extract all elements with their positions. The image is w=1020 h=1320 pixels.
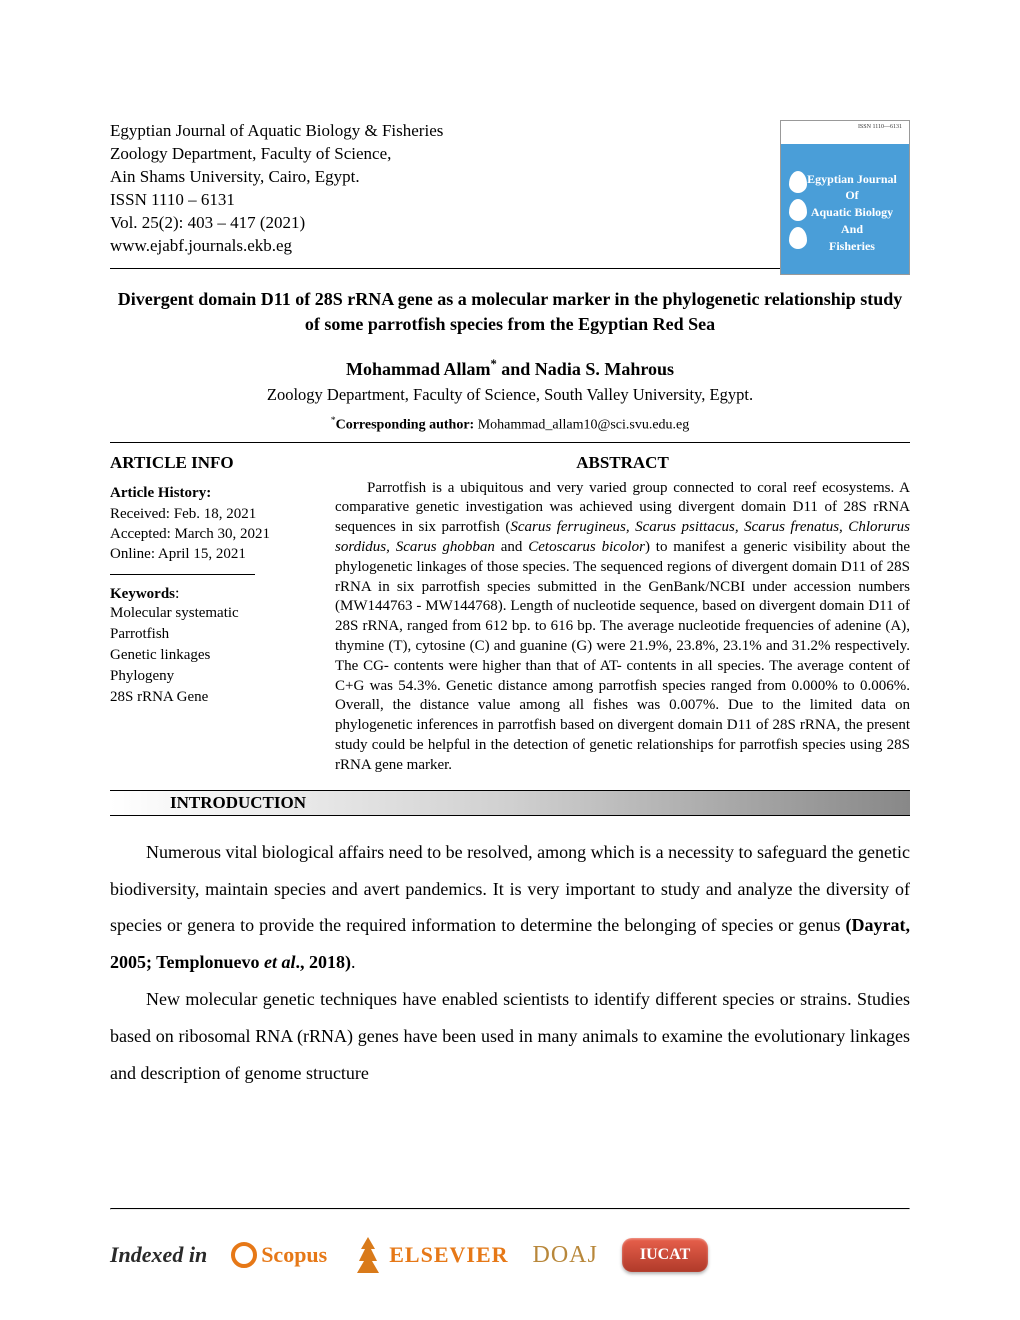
footer-rule [110, 1208, 910, 1210]
elsevier-badge: ELSEVIER [351, 1235, 508, 1275]
scopus-badge: Scopus [231, 1242, 327, 1268]
introduction-heading-bar: INTRODUCTION [110, 790, 910, 816]
keyword: Parrotfish [110, 624, 315, 645]
introduction-heading: INTRODUCTION [170, 793, 306, 812]
intro-paragraph-1: Numerous vital biological affairs need t… [110, 834, 910, 982]
authors: Mohammad Allam* and Nadia S. Mahrous [110, 357, 910, 380]
keyword: Phylogeny [110, 666, 315, 687]
info-divider [110, 574, 255, 575]
online-date: Online: April 15, 2021 [110, 544, 315, 564]
cover-issn: ISSN 1110—6131 [855, 123, 905, 131]
accepted-date: Accepted: March 30, 2021 [110, 524, 315, 544]
keyword: Genetic linkages [110, 645, 315, 666]
doaj-badge: DOAJ [533, 1242, 598, 1269]
authors-rule [110, 442, 910, 443]
received-date: Received: Feb. 18, 2021 [110, 504, 315, 524]
elsevier-text: ELSEVIER [389, 1242, 508, 1268]
iucat-badge: IUCAT [622, 1238, 708, 1272]
cover-title: Egyptian Journal Of Aquatic Biology And … [807, 171, 897, 255]
abstract-heading: ABSTRACT [335, 453, 910, 473]
footer-indexed-row: Indexed in Scopus ELSEVIER DOAJ IUCAT [110, 1235, 910, 1275]
abstract-column: ABSTRACT Parrotfish is a ubiquitous and … [335, 453, 910, 776]
affiliation: Zoology Department, Faculty of Science, … [110, 385, 910, 405]
cover-droplets-icon [789, 171, 807, 249]
keywords-label: Keywords [110, 586, 175, 602]
author-and: and Nadia S. Mahrous [501, 359, 674, 379]
article-title: Divergent domain D11 of 28S rRNA gene as… [110, 287, 910, 337]
corresponding-email: Mohammad_allam10@sci.svu.edu.eg [478, 418, 690, 433]
scopus-text: Scopus [261, 1242, 327, 1268]
corresponding-label: Corresponding author: [336, 418, 478, 433]
journal-cover-thumbnail: ISSN 1110—6131 Egyptian Journal Of Aquat… [780, 120, 910, 275]
header-section: Egyptian Journal of Aquatic Biology & Fi… [110, 120, 910, 258]
introduction-section: INTRODUCTION Numerous vital biological a… [110, 790, 910, 1092]
info-abstract-row: ARTICLE INFO Article History: Received: … [110, 453, 910, 776]
article-info-column: ARTICLE INFO Article History: Received: … [110, 453, 315, 776]
author-asterisk: * [490, 357, 496, 371]
elsevier-tree-icon [351, 1235, 385, 1275]
history-label: Article History: [110, 485, 315, 502]
scopus-ring-icon [231, 1242, 257, 1268]
author-primary: Mohammad Allam [346, 359, 491, 379]
indexed-in-label: Indexed in [110, 1242, 207, 1268]
keyword: 28S rRNA Gene [110, 687, 315, 708]
keywords-block: Keywords: [110, 585, 315, 603]
corresponding-author: *Corresponding author: Mohammad_allam10@… [110, 415, 910, 434]
abstract-text: Parrotfish is a ubiquitous and very vari… [335, 479, 910, 776]
keyword: Molecular systematic [110, 603, 315, 624]
intro-paragraph-2: New molecular genetic techniques have en… [110, 981, 910, 1092]
article-info-heading: ARTICLE INFO [110, 453, 315, 473]
